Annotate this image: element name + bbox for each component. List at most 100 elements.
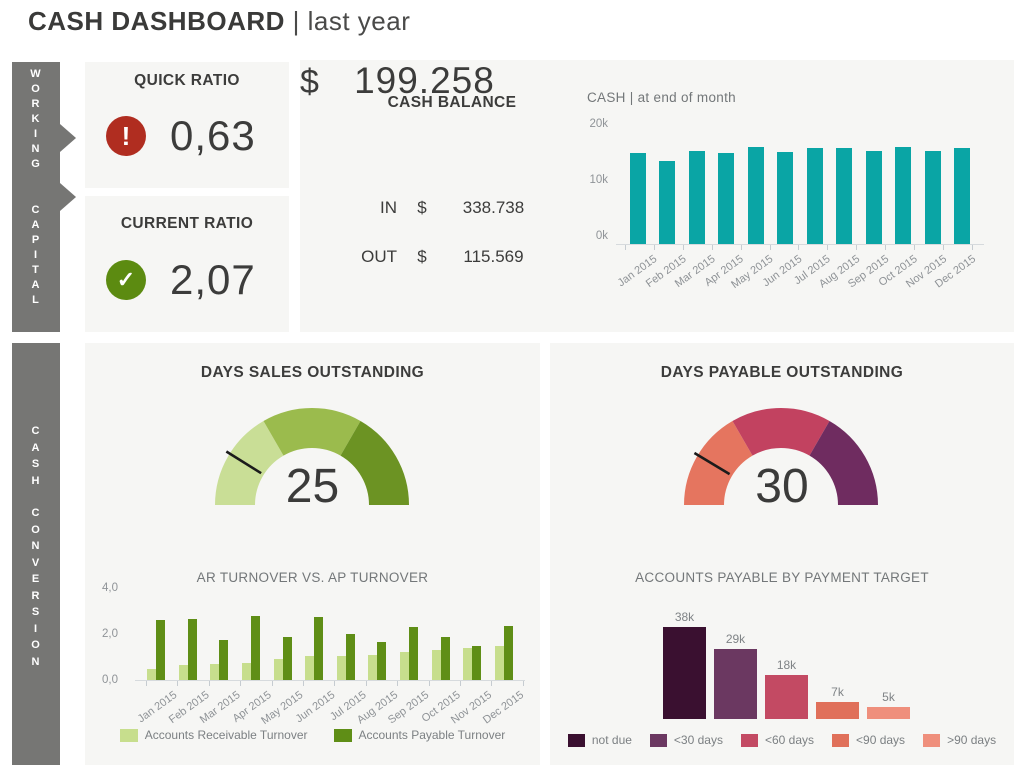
x-axis-labels: Jan 2015 Feb 2015 Mar 2015 Apr 2015 May 2015… bbox=[136, 684, 526, 732]
bar-Accounts Receivable Turnover[interactable] bbox=[431, 650, 441, 680]
legend-swatch bbox=[333, 728, 352, 742]
apt-bar-<90 days[interactable] bbox=[816, 702, 859, 719]
apt-bar-<30 days[interactable] bbox=[714, 648, 757, 719]
y-axis-tick: 0k bbox=[595, 230, 608, 242]
apt-column-<30 days: 29k bbox=[714, 579, 757, 719]
x-label-cell: Dec 2015 bbox=[933, 248, 978, 296]
bar-Accounts Receivable Turnover[interactable] bbox=[494, 645, 504, 680]
legend-label: not due bbox=[591, 733, 632, 747]
cash-bar-Jul 2015[interactable] bbox=[806, 148, 823, 244]
x-label-cell: Jul 2015 bbox=[328, 684, 369, 732]
axis-tick bbox=[769, 245, 771, 250]
x-label-cell: Sep 2015 bbox=[846, 248, 891, 296]
cash-bar-Sep 2015[interactable] bbox=[865, 151, 882, 244]
bar-Accounts Payable Turnover[interactable] bbox=[250, 615, 260, 680]
cash-bar-Jan 2015[interactable] bbox=[630, 152, 646, 244]
axis-tick bbox=[428, 681, 430, 686]
bar-Accounts Receivable Turnover[interactable] bbox=[305, 655, 315, 680]
axis-tick bbox=[522, 681, 524, 686]
bar-Accounts Receivable Turnover[interactable] bbox=[400, 652, 409, 680]
cash-bar-Apr 2015[interactable] bbox=[718, 153, 735, 244]
bar-Accounts Receivable Turnover[interactable] bbox=[273, 659, 283, 680]
bar-Accounts Payable Turnover[interactable] bbox=[503, 625, 513, 680]
x-axis-labels: Jan 2015 Feb 2015 Mar 2015 Apr 2015 May 2015… bbox=[615, 248, 978, 296]
cash-bar-May 2015[interactable] bbox=[747, 147, 764, 244]
gauge-segment-1[interactable] bbox=[732, 408, 830, 457]
y-axis-tick: 0,0 bbox=[102, 674, 118, 686]
bar-Accounts Receivable Turnover[interactable] bbox=[368, 654, 378, 680]
x-axis-line bbox=[616, 244, 984, 245]
gauge-segment-2[interactable] bbox=[339, 421, 409, 506]
apt-bar-<60 days[interactable] bbox=[765, 675, 808, 719]
axis-tick bbox=[827, 245, 829, 250]
bar-Accounts Receivable Turnover[interactable] bbox=[336, 655, 346, 680]
bar-Accounts Receivable Turnover[interactable] bbox=[147, 668, 156, 680]
legend-swatch bbox=[649, 733, 667, 747]
dso-value: 25 bbox=[285, 460, 340, 513]
bar-Accounts Payable Turnover[interactable] bbox=[156, 620, 165, 680]
bar-group-Jan 2015 bbox=[147, 620, 165, 680]
cash-bar-Feb 2015[interactable] bbox=[659, 161, 676, 244]
bar-Accounts Payable Turnover[interactable] bbox=[377, 642, 387, 680]
cash-in-row: IN $ 338.738 bbox=[330, 198, 540, 218]
cash-bar-Oct 2015[interactable] bbox=[895, 146, 912, 244]
legend-label: Accounts Payable Turnover bbox=[358, 728, 506, 742]
legend-label: <30 days bbox=[673, 733, 723, 747]
cash-bar-Aug 2015[interactable] bbox=[836, 147, 853, 244]
bar-Accounts Receivable Turnover[interactable] bbox=[241, 662, 251, 680]
cash-bar-Dec 2015[interactable] bbox=[953, 148, 970, 244]
axis-tick bbox=[303, 681, 305, 686]
legend-label: <90 days bbox=[856, 733, 906, 747]
quick-ratio-value: 0,63 bbox=[170, 112, 256, 159]
x-label-cell: Sep 2015 bbox=[386, 684, 431, 732]
ribbon-arrow-icon bbox=[60, 183, 76, 211]
gauge-segment-2[interactable] bbox=[808, 421, 878, 506]
x-label-cell: May 2015 bbox=[259, 684, 305, 732]
y-axis-tick: 4,0 bbox=[102, 582, 118, 594]
bar-group-Sep 2015 bbox=[400, 627, 418, 680]
bar-Accounts Payable Turnover[interactable] bbox=[409, 627, 418, 680]
gauge-segment-0[interactable] bbox=[215, 421, 285, 506]
apt-column-<90 days: 7k bbox=[816, 579, 859, 719]
bar-Accounts Payable Turnover[interactable] bbox=[314, 616, 324, 680]
legend-item: Accounts Receivable Turnover bbox=[119, 728, 308, 742]
x-label-cell: Mar 2015 bbox=[672, 248, 717, 296]
apt-bar-not due[interactable] bbox=[663, 627, 706, 719]
current-ratio-value: 2,07 bbox=[170, 256, 256, 303]
axis-tick bbox=[460, 681, 462, 686]
dso-card: DAYS SALES OUTSTANDING 25 AR TURNOVER VS… bbox=[85, 343, 540, 765]
bar-group-Dec 2015 bbox=[494, 625, 513, 680]
axis-tick bbox=[397, 681, 399, 686]
page-title: CASH DASHBOARD | last year bbox=[28, 6, 410, 37]
page-title-main: CASH DASHBOARD bbox=[28, 6, 285, 36]
bar-Accounts Receivable Turnover[interactable] bbox=[178, 665, 188, 680]
cash-bar-Mar 2015[interactable] bbox=[688, 151, 705, 244]
bar-Accounts Payable Turnover[interactable] bbox=[440, 637, 450, 680]
legend-swatch bbox=[832, 733, 850, 747]
bar-Accounts Payable Turnover[interactable] bbox=[472, 645, 482, 680]
legend-item: >90 days bbox=[923, 733, 996, 747]
axis-tick bbox=[798, 245, 800, 250]
current-ratio-title: CURRENT RATIO bbox=[120, 215, 254, 232]
bar-group-May 2015 bbox=[273, 637, 292, 680]
bar-Accounts Receivable Turnover[interactable] bbox=[463, 647, 473, 680]
bar-Accounts Payable Turnover[interactable] bbox=[219, 639, 229, 680]
cash-balance-amount: 199.258 bbox=[354, 60, 495, 101]
apt-bar->90 days[interactable] bbox=[867, 706, 910, 719]
bar-Accounts Receivable Turnover[interactable] bbox=[210, 663, 220, 680]
x-label-cell: Aug 2015 bbox=[355, 684, 400, 732]
check-circle-icon: ✓ bbox=[106, 260, 146, 300]
legend-swatch bbox=[923, 733, 941, 747]
bar-Accounts Payable Turnover[interactable] bbox=[187, 619, 197, 680]
cash-bar-Nov 2015[interactable] bbox=[924, 151, 941, 244]
quick-ratio-card: QUICK RATIO ! 0,63 bbox=[85, 62, 289, 188]
cash-bar-Jun 2015[interactable] bbox=[777, 152, 794, 244]
x-label-cell: Jan 2015 bbox=[136, 684, 180, 732]
gauge-segment-1[interactable] bbox=[263, 408, 361, 457]
dpo-gauge-chart bbox=[684, 408, 878, 506]
bar-Accounts Payable Turnover[interactable] bbox=[282, 637, 292, 680]
gauge-segment-0[interactable] bbox=[684, 421, 754, 506]
bar-Accounts Payable Turnover[interactable] bbox=[345, 634, 355, 680]
